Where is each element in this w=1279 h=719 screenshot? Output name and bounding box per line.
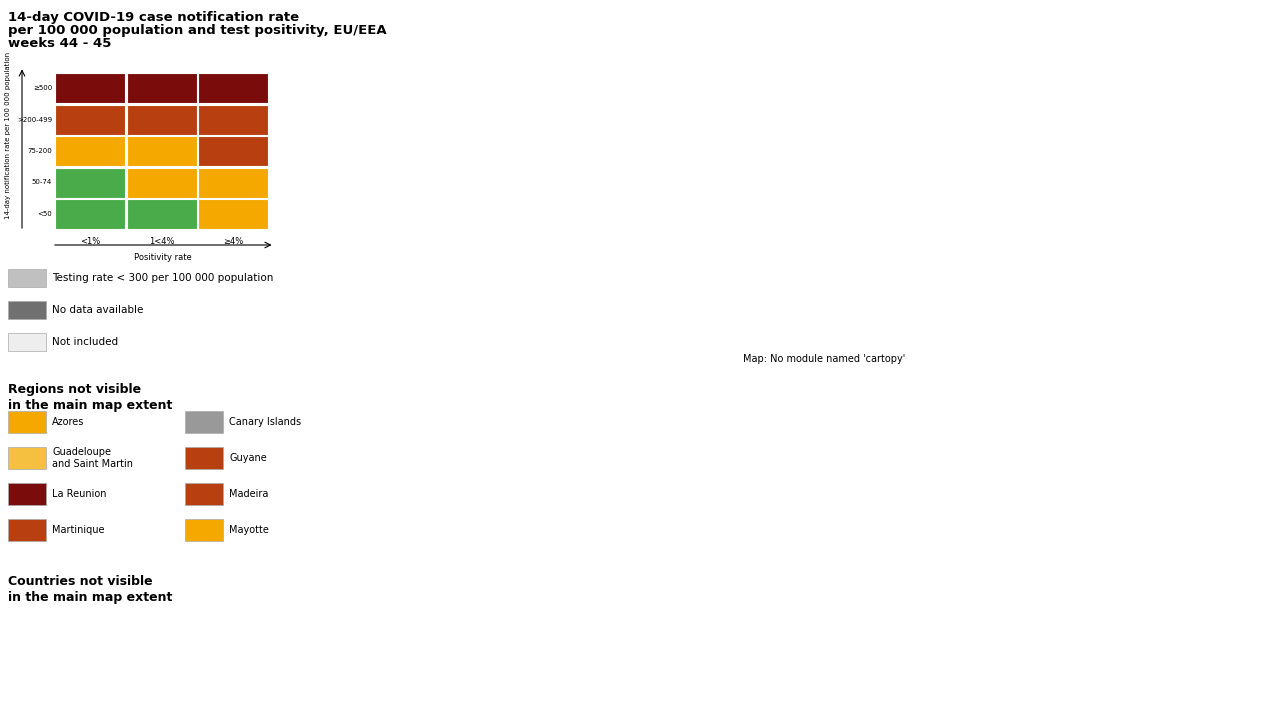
FancyBboxPatch shape: [127, 199, 197, 229]
FancyBboxPatch shape: [198, 168, 269, 198]
FancyBboxPatch shape: [127, 136, 197, 166]
Text: 75-200: 75-200: [27, 148, 52, 154]
FancyBboxPatch shape: [55, 199, 125, 229]
FancyBboxPatch shape: [55, 73, 125, 103]
Text: No data available: No data available: [52, 305, 143, 315]
Text: Guyane: Guyane: [229, 453, 267, 463]
Text: per 100 000 population and test positivity, EU/EEA: per 100 000 population and test positivi…: [8, 24, 386, 37]
Text: Canary Islands: Canary Islands: [229, 417, 301, 427]
Text: 1<4%: 1<4%: [148, 237, 174, 246]
FancyBboxPatch shape: [55, 136, 125, 166]
FancyBboxPatch shape: [127, 73, 197, 103]
Text: ≥4%: ≥4%: [223, 237, 243, 246]
FancyBboxPatch shape: [8, 447, 46, 469]
Text: Positivity rate: Positivity rate: [134, 253, 192, 262]
FancyBboxPatch shape: [8, 269, 46, 287]
Text: 14-day notification rate per 100 000 population: 14-day notification rate per 100 000 pop…: [5, 52, 12, 219]
FancyBboxPatch shape: [185, 447, 223, 469]
FancyBboxPatch shape: [198, 136, 269, 166]
FancyBboxPatch shape: [185, 411, 223, 433]
Text: Mayotte: Mayotte: [229, 525, 269, 535]
FancyBboxPatch shape: [55, 168, 125, 198]
Text: in the main map extent: in the main map extent: [8, 399, 173, 412]
FancyBboxPatch shape: [185, 519, 223, 541]
Text: <1%: <1%: [79, 237, 100, 246]
Text: Countries not visible: Countries not visible: [8, 575, 152, 588]
Text: <50: <50: [37, 211, 52, 217]
Text: Martinique: Martinique: [52, 525, 105, 535]
Text: La Reunion: La Reunion: [52, 489, 106, 499]
FancyBboxPatch shape: [127, 168, 197, 198]
FancyBboxPatch shape: [8, 411, 46, 433]
FancyBboxPatch shape: [127, 104, 197, 134]
Text: Map: No module named 'cartopy': Map: No module named 'cartopy': [743, 354, 906, 365]
Text: ≥500: ≥500: [33, 85, 52, 91]
Text: Regions not visible: Regions not visible: [8, 383, 141, 396]
FancyBboxPatch shape: [185, 483, 223, 505]
FancyBboxPatch shape: [55, 104, 125, 134]
Text: Madeira: Madeira: [229, 489, 269, 499]
FancyBboxPatch shape: [8, 519, 46, 541]
Text: Guadeloupe
and Saint Martin: Guadeloupe and Saint Martin: [52, 447, 133, 469]
Text: in the main map extent: in the main map extent: [8, 591, 173, 604]
Text: 50-74: 50-74: [32, 180, 52, 186]
FancyBboxPatch shape: [8, 333, 46, 351]
FancyBboxPatch shape: [198, 104, 269, 134]
Text: Testing rate < 300 per 100 000 population: Testing rate < 300 per 100 000 populatio…: [52, 273, 274, 283]
Text: Azores: Azores: [52, 417, 84, 427]
FancyBboxPatch shape: [198, 73, 269, 103]
FancyBboxPatch shape: [8, 301, 46, 319]
Text: weeks 44 - 45: weeks 44 - 45: [8, 37, 111, 50]
Text: 14-day COVID-19 case notification rate: 14-day COVID-19 case notification rate: [8, 11, 299, 24]
Text: >200-499: >200-499: [17, 116, 52, 122]
FancyBboxPatch shape: [198, 199, 269, 229]
Text: Not included: Not included: [52, 337, 118, 347]
FancyBboxPatch shape: [8, 483, 46, 505]
